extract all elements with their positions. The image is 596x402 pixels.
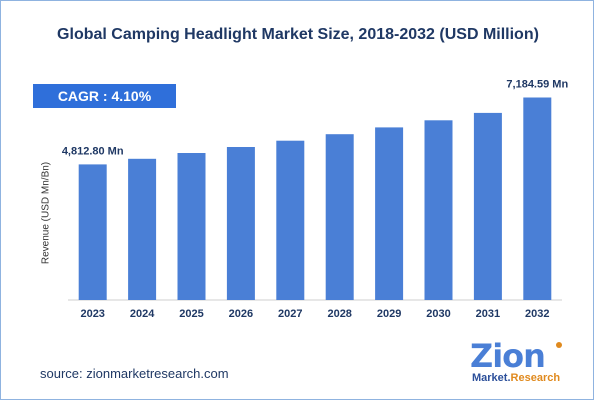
data-label: 7,184.59 Mn [506,79,568,91]
bar-2032 [523,97,552,300]
source-text: source: zionmarketresearch.com [40,366,229,381]
bar-2023 [78,164,107,300]
x-tick-label: 2026 [229,308,253,320]
bar-2025 [177,153,206,300]
bar-2026 [226,147,255,300]
x-tick-label: 2031 [476,308,500,320]
zion-logo: Zion Market.Research [450,340,565,390]
x-tick-label: 2029 [377,308,401,320]
bar-2028 [325,134,354,300]
bar-2027 [276,140,305,300]
x-tick-label: 2030 [426,308,450,320]
logo-subtitle: Market.Research [472,372,561,384]
logo-wordmark: Zion [470,337,546,375]
x-tick-label: 2028 [327,308,351,320]
bar-2030 [424,120,453,300]
logo-dot-icon [556,342,562,348]
x-tick-label: 2027 [278,308,302,320]
chart-title: Global Camping Headlight Market Size, 20… [57,26,539,43]
bar-2029 [375,127,404,301]
x-tick-label: 2023 [80,308,104,320]
x-tick-label: 2024 [130,308,155,320]
x-tick-label: 2025 [179,308,203,320]
bar-2024 [128,158,157,300]
cagr-badge: CAGR : 4.10% [33,84,176,108]
bar-2031 [473,112,502,301]
x-tick-label: 2032 [525,308,549,320]
data-label: 4,812.80 Mn [62,145,124,157]
